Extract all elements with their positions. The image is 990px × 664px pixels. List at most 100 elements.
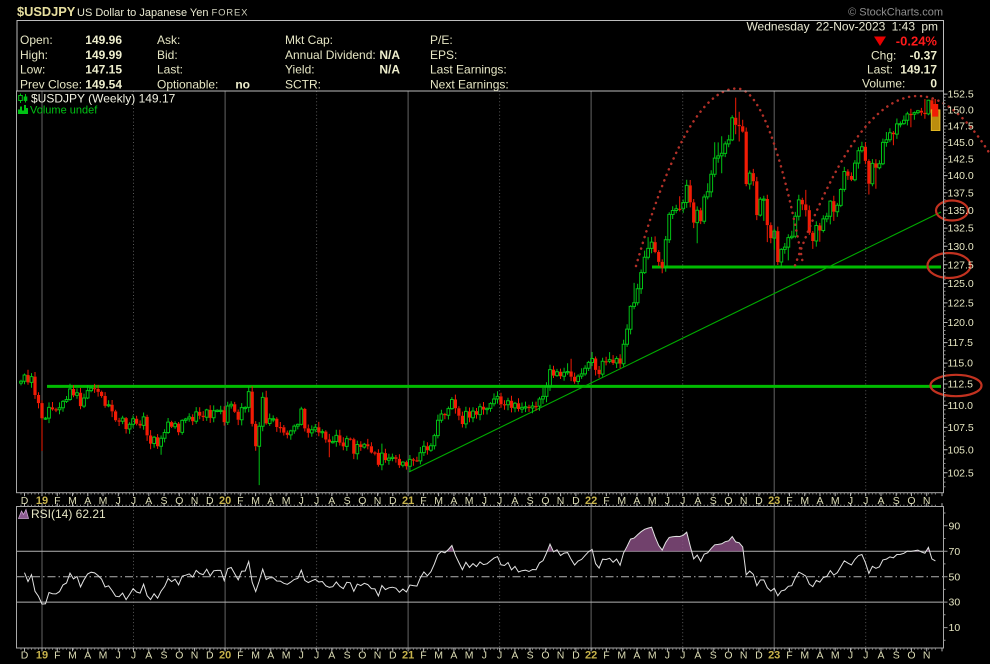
svg-text:M: M bbox=[434, 650, 443, 662]
svg-text:O: O bbox=[907, 650, 915, 662]
svg-text:J: J bbox=[482, 650, 487, 662]
svg-text:N: N bbox=[740, 650, 748, 662]
svg-text:117.5: 117.5 bbox=[948, 337, 974, 349]
svg-text:A: A bbox=[877, 650, 884, 662]
svg-text:O: O bbox=[175, 495, 183, 507]
svg-text:122.5: 122.5 bbox=[948, 298, 974, 310]
svg-text:M: M bbox=[465, 495, 474, 507]
svg-text:SCTR:: SCTR: bbox=[285, 77, 321, 91]
svg-text:149.54: 149.54 bbox=[85, 77, 122, 91]
svg-text:M: M bbox=[251, 495, 260, 507]
svg-text:130.0: 130.0 bbox=[948, 241, 974, 253]
svg-text:M: M bbox=[99, 650, 108, 662]
svg-text:S: S bbox=[710, 650, 717, 662]
svg-text:J: J bbox=[299, 650, 304, 662]
svg-text:J: J bbox=[863, 650, 868, 662]
svg-text:O: O bbox=[541, 650, 549, 662]
svg-text:US Dollar to Japanese Yen: US Dollar to Japanese Yen bbox=[77, 7, 208, 19]
svg-text:S: S bbox=[344, 650, 351, 662]
svg-text:132.5: 132.5 bbox=[948, 223, 974, 235]
svg-text:145.0: 145.0 bbox=[948, 137, 974, 149]
svg-text:Last Earnings:: Last Earnings: bbox=[430, 63, 507, 77]
svg-text:M: M bbox=[282, 650, 291, 662]
svg-text:D: D bbox=[755, 650, 763, 662]
svg-text:23: 23 bbox=[768, 650, 780, 662]
svg-text:N/A: N/A bbox=[379, 48, 400, 62]
svg-text:149.99: 149.99 bbox=[85, 48, 122, 62]
svg-text:50: 50 bbox=[949, 571, 961, 583]
svg-text:142.5: 142.5 bbox=[948, 153, 974, 165]
svg-text:N: N bbox=[923, 495, 931, 507]
svg-text:Open:: Open: bbox=[20, 33, 53, 47]
svg-text:D: D bbox=[206, 650, 214, 662]
svg-text:N: N bbox=[191, 495, 199, 507]
svg-text:S: S bbox=[344, 495, 351, 507]
svg-text:F: F bbox=[603, 650, 609, 662]
svg-text:S: S bbox=[527, 650, 534, 662]
svg-text:135.0: 135.0 bbox=[948, 205, 974, 217]
svg-text:137.5: 137.5 bbox=[948, 187, 974, 199]
svg-text:Ask:: Ask: bbox=[157, 33, 180, 47]
svg-text:Next Earnings:: Next Earnings: bbox=[430, 77, 509, 91]
svg-text:M: M bbox=[800, 495, 809, 507]
svg-text:70: 70 bbox=[949, 546, 961, 558]
svg-text:M: M bbox=[68, 495, 77, 507]
svg-text:N: N bbox=[557, 650, 565, 662]
svg-text:M: M bbox=[617, 650, 626, 662]
svg-text:S: S bbox=[160, 650, 167, 662]
svg-text:120.0: 120.0 bbox=[948, 317, 974, 329]
svg-text:Last:: Last: bbox=[157, 63, 183, 77]
svg-text:22: 22 bbox=[585, 495, 597, 507]
svg-text:149.17: 149.17 bbox=[900, 63, 937, 77]
svg-text:M: M bbox=[434, 495, 443, 507]
svg-text:J: J bbox=[314, 495, 319, 507]
svg-text:FOREX: FOREX bbox=[212, 8, 249, 19]
svg-text:High:: High: bbox=[20, 48, 48, 62]
svg-text:A: A bbox=[450, 495, 457, 507]
svg-text:90: 90 bbox=[949, 520, 961, 532]
svg-text:S: S bbox=[893, 650, 900, 662]
svg-text:D: D bbox=[389, 495, 397, 507]
svg-text:N/A: N/A bbox=[379, 63, 400, 77]
svg-text:F: F bbox=[237, 650, 243, 662]
svg-text:Annual Dividend:: Annual Dividend: bbox=[285, 48, 376, 62]
svg-text:30: 30 bbox=[949, 597, 961, 609]
svg-text:$USDJPY (Weekly) 149.17: $USDJPY (Weekly) 149.17 bbox=[31, 92, 176, 106]
svg-text:M: M bbox=[465, 650, 474, 662]
svg-text:D: D bbox=[572, 650, 580, 662]
svg-text:20: 20 bbox=[219, 495, 231, 507]
svg-text:107.5: 107.5 bbox=[948, 422, 974, 434]
svg-text:115.0: 115.0 bbox=[948, 358, 974, 370]
svg-text:149.96: 149.96 bbox=[85, 33, 122, 47]
svg-text:F: F bbox=[420, 650, 426, 662]
svg-text:J: J bbox=[131, 495, 136, 507]
svg-text:Chg:: Chg: bbox=[871, 49, 896, 63]
svg-text:N: N bbox=[740, 495, 748, 507]
svg-text:O: O bbox=[175, 650, 183, 662]
svg-text:J: J bbox=[665, 495, 670, 507]
svg-text:Prev Close:: Prev Close: bbox=[20, 77, 82, 91]
svg-text:S: S bbox=[160, 495, 167, 507]
svg-text:22: 22 bbox=[585, 650, 597, 662]
svg-text:N: N bbox=[191, 650, 199, 662]
svg-text:no: no bbox=[235, 77, 250, 91]
svg-text:Yield:: Yield: bbox=[285, 63, 315, 77]
svg-text:Volume undef: Volume undef bbox=[30, 105, 98, 117]
svg-text:N: N bbox=[374, 495, 382, 507]
svg-text:F: F bbox=[420, 495, 426, 507]
svg-text:A: A bbox=[145, 650, 152, 662]
svg-text:Optionable:: Optionable: bbox=[157, 77, 218, 91]
svg-text:A: A bbox=[267, 650, 274, 662]
svg-text:112.5: 112.5 bbox=[948, 379, 974, 391]
svg-text:S: S bbox=[527, 495, 534, 507]
svg-text:A: A bbox=[450, 650, 457, 662]
svg-text:127.5: 127.5 bbox=[948, 259, 974, 271]
svg-text:J: J bbox=[680, 650, 685, 662]
svg-text:M: M bbox=[648, 495, 657, 507]
svg-text:N: N bbox=[923, 650, 931, 662]
svg-text:M: M bbox=[68, 650, 77, 662]
svg-text:Last:: Last: bbox=[867, 63, 893, 77]
svg-text:J: J bbox=[314, 650, 319, 662]
svg-text:0: 0 bbox=[930, 77, 937, 91]
svg-text:A: A bbox=[816, 650, 823, 662]
